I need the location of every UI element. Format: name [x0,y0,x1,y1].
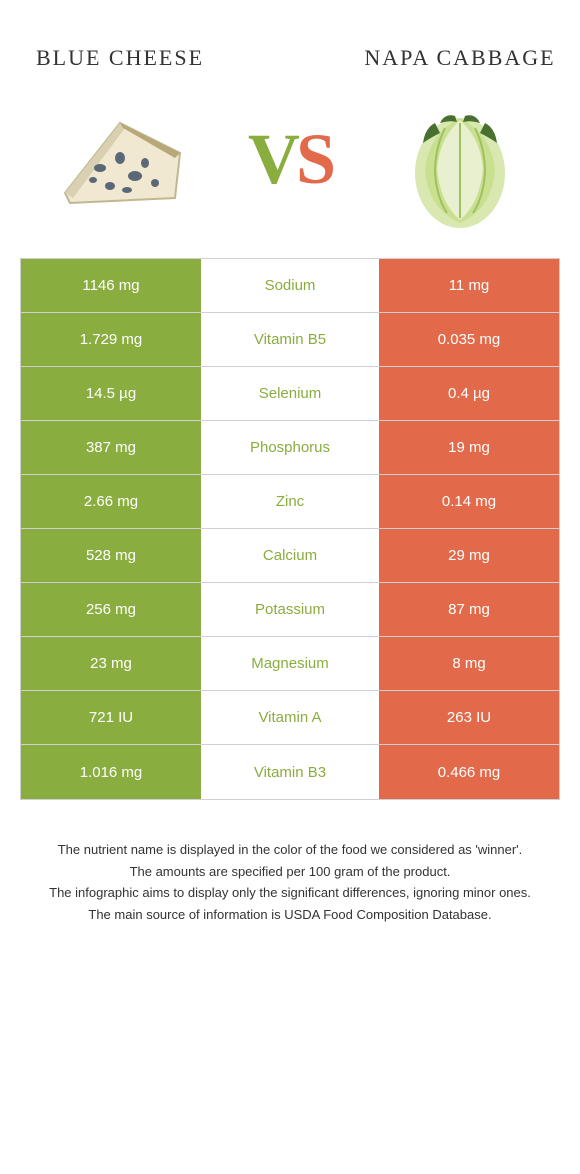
table-row: 14.5 µgSelenium0.4 µg [21,367,559,421]
nutrient-label-cell: Calcium [201,529,379,582]
left-value-cell: 387 mg [21,421,201,474]
nutrient-label-cell: Phosphorus [201,421,379,474]
footer-line-4: The main source of information is USDA F… [30,905,550,925]
footer-line-1: The nutrient name is displayed in the co… [30,840,550,860]
table-row: 1146 mgSodium11 mg [21,259,559,313]
nutrient-label-cell: Vitamin A [201,691,379,744]
blue-cheese-image [45,98,195,228]
nutrient-label-cell: Magnesium [201,637,379,690]
left-value-cell: 528 mg [21,529,201,582]
nutrient-label-cell: Potassium [201,583,379,636]
left-value-cell: 721 IU [21,691,201,744]
nutrient-label-cell: Zinc [201,475,379,528]
footer-line-3: The infographic aims to display only the… [30,883,550,903]
nutrient-label-cell: Sodium [201,259,379,312]
table-row: 528 mgCalcium29 mg [21,529,559,583]
left-value-cell: 256 mg [21,583,201,636]
left-value-cell: 1.729 mg [21,313,201,366]
left-food-column: BLUE CHEESE [20,30,220,228]
left-value-cell: 1146 mg [21,259,201,312]
table-row: 2.66 mgZinc0.14 mg [21,475,559,529]
right-food-column: NAPA CABBAGE [360,30,560,228]
table-row: 256 mgPotassium87 mg [21,583,559,637]
footer-line-2: The amounts are specified per 100 gram o… [30,862,550,882]
table-row: 387 mgPhosphorus19 mg [21,421,559,475]
right-value-cell: 0.14 mg [379,475,559,528]
nutrient-label-cell: Selenium [201,367,379,420]
table-row: 1.729 mgVitamin B50.035 mg [21,313,559,367]
right-value-cell: 0.035 mg [379,313,559,366]
right-value-cell: 263 IU [379,691,559,744]
left-food-title: BLUE CHEESE [36,30,204,86]
left-value-cell: 2.66 mg [21,475,201,528]
table-row: 721 IUVitamin A263 IU [21,691,559,745]
nutrient-label-cell: Vitamin B3 [201,745,379,799]
right-value-cell: 11 mg [379,259,559,312]
right-value-cell: 19 mg [379,421,559,474]
right-value-cell: 29 mg [379,529,559,582]
right-food-title: NAPA CABBAGE [364,30,555,86]
right-value-cell: 0.466 mg [379,745,559,799]
vs-s: S [296,119,332,199]
right-value-cell: 8 mg [379,637,559,690]
vs-v: V [248,119,296,199]
napa-cabbage-image [385,98,535,228]
comparison-header: BLUE CHEESE VS NAPA CABBAGE [0,0,580,238]
left-value-cell: 1.016 mg [21,745,201,799]
nutrient-label-cell: Vitamin B5 [201,313,379,366]
table-row: 23 mgMagnesium8 mg [21,637,559,691]
left-value-cell: 14.5 µg [21,367,201,420]
nutrient-comparison-table: 1146 mgSodium11 mg1.729 mgVitamin B50.03… [20,258,560,800]
left-value-cell: 23 mg [21,637,201,690]
table-row: 1.016 mgVitamin B30.466 mg [21,745,559,799]
footer-notes: The nutrient name is displayed in the co… [30,840,550,924]
right-value-cell: 87 mg [379,583,559,636]
right-value-cell: 0.4 µg [379,367,559,420]
vs-label: VS [248,118,332,201]
